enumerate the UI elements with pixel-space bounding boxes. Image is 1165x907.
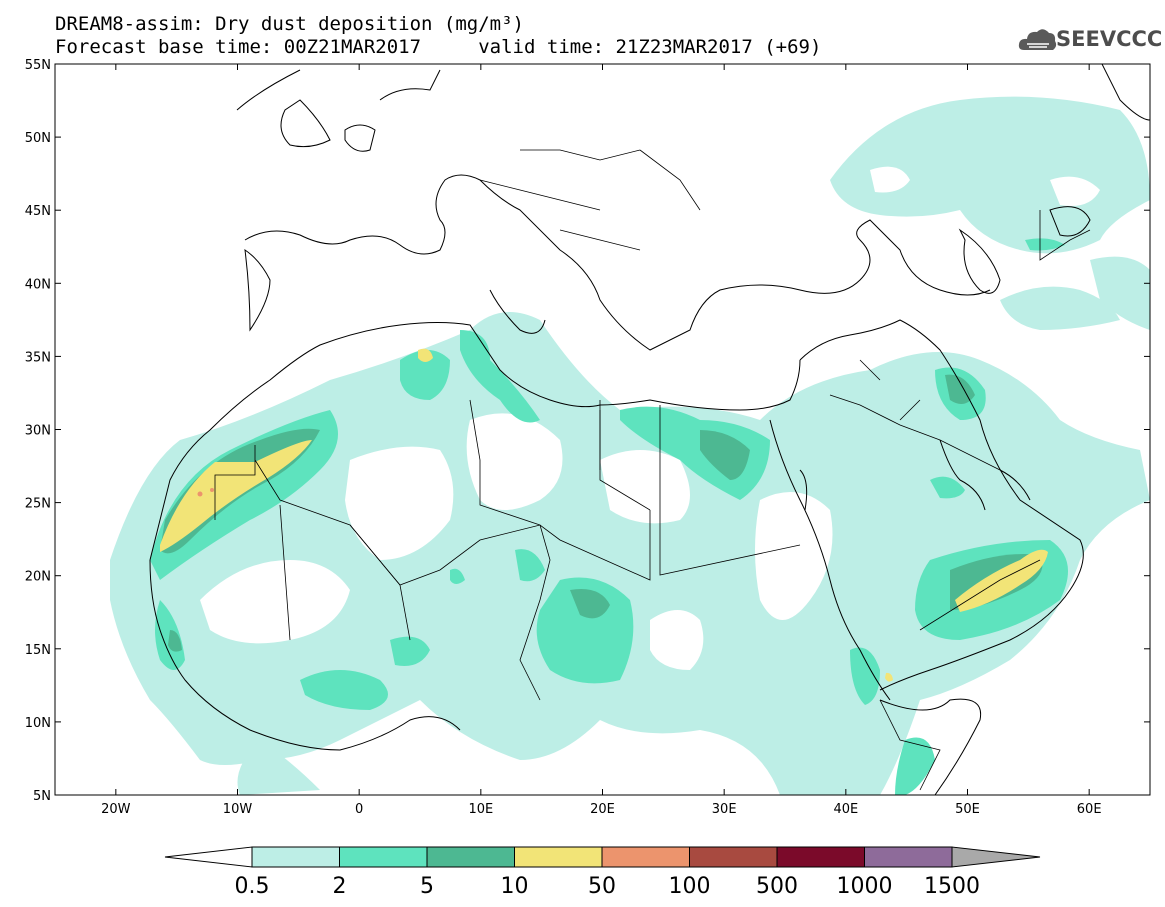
lat-tick-label: 10N xyxy=(25,716,51,731)
colorbar-label: 1500 xyxy=(924,874,980,899)
colorbar-swatch xyxy=(339,846,428,868)
colorbar-label: 100 xyxy=(669,874,711,899)
lon-tick-label: 10E xyxy=(468,802,493,817)
lat-tick-label: 40N xyxy=(25,277,51,292)
colorbar-label: 50 xyxy=(588,874,616,899)
colorbar-swatch xyxy=(426,846,515,868)
lon-tick-label: 20E xyxy=(590,802,615,817)
lat-tick-label: 20N xyxy=(25,570,51,585)
colorbar-label: 500 xyxy=(756,874,798,899)
latitude-ticks: 55N 50N 45N 40N 35N 30N 25N 20N 15N 10N 5N xyxy=(25,58,1150,804)
colorbar-swatch xyxy=(251,846,340,868)
shading-gaps xyxy=(200,166,1100,670)
lat-tick-label: 50N xyxy=(25,131,51,146)
colorbar-swatch xyxy=(864,846,953,868)
lat-tick-label: 5N xyxy=(33,789,51,804)
lon-tick-label: 30E xyxy=(712,802,737,817)
cloud-logo-icon xyxy=(1018,29,1057,50)
colorbar-label: 10 xyxy=(501,874,529,899)
borders xyxy=(214,149,1091,791)
colorbar-swatch xyxy=(514,846,603,868)
lon-tick-label: 60E xyxy=(1077,802,1102,817)
logo-text: SEEVCCC xyxy=(1056,27,1163,51)
lat-tick-label: 35N xyxy=(25,350,51,365)
shading-50-100 xyxy=(197,488,214,497)
lon-tick-label: 0 xyxy=(355,802,363,817)
colorbar-legend: 0.5 2 5 10 50 100 500 1000 1500 xyxy=(164,846,1041,899)
lat-tick-label: 25N xyxy=(25,497,51,512)
lon-tick-label: 10W xyxy=(223,802,253,817)
colorbar-label: 1000 xyxy=(837,874,893,899)
coastlines xyxy=(149,64,1150,795)
colorbar-label: 5 xyxy=(420,874,434,899)
lon-tick-label: 50E xyxy=(955,802,980,817)
colorbar-high-arrow xyxy=(951,846,1041,868)
lon-tick-label: 40E xyxy=(833,802,858,817)
colorbar-swatch xyxy=(776,846,865,868)
colorbar-label: 0.5 xyxy=(235,874,270,899)
lat-tick-label: 45N xyxy=(25,204,51,219)
shading-10-50 xyxy=(160,348,1048,682)
map-title: DREAM8-assim: Dry dust deposition (mg/m³… xyxy=(55,13,524,35)
colorbar-label: 2 xyxy=(333,874,347,899)
lat-tick-label: 30N xyxy=(25,424,51,439)
forecast-time-line: Forecast base time: 00Z21MAR2017 valid t… xyxy=(55,36,822,58)
colorbar-low-arrow xyxy=(164,846,253,868)
colorbar-swatch xyxy=(601,846,690,868)
lat-tick-label: 55N xyxy=(25,58,51,73)
lon-tick-label: 20W xyxy=(101,802,131,817)
colorbar-swatch xyxy=(689,846,778,868)
longitude-ticks: 20W 10W 0 10E 20E 30E 40E 50E 60E xyxy=(101,64,1102,817)
lat-tick-label: 15N xyxy=(25,643,51,658)
